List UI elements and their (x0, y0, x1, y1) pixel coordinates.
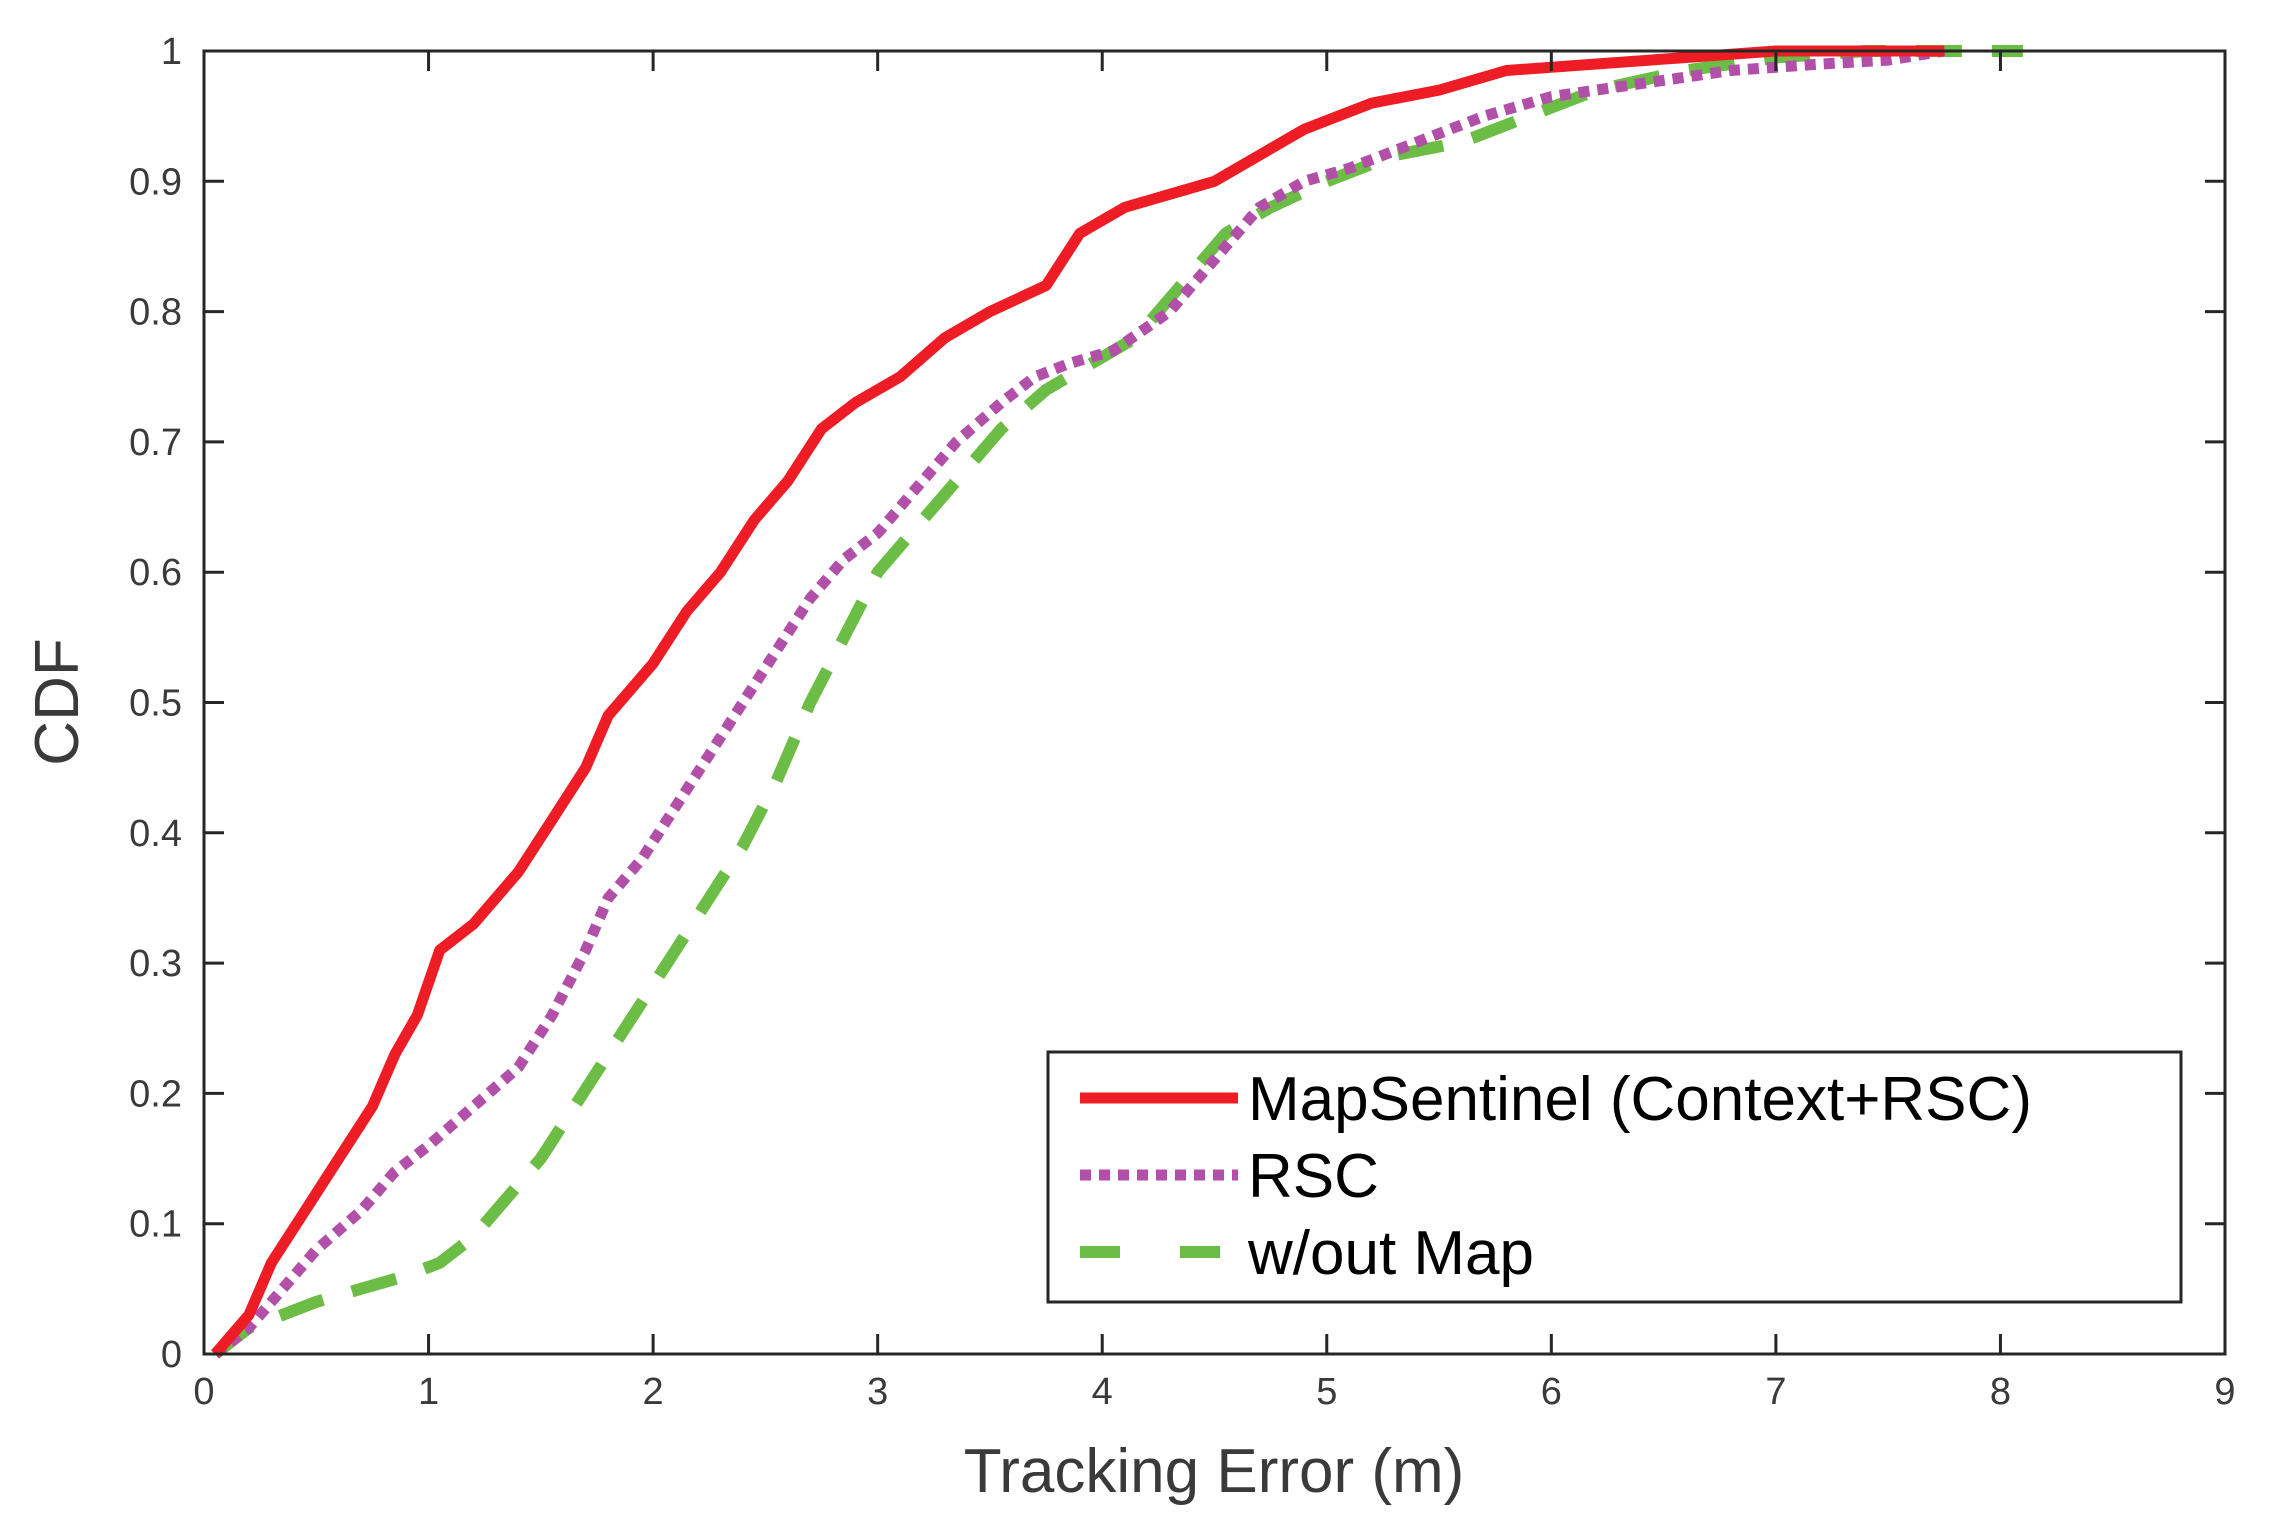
y-tick-label: 0.2 (129, 1073, 182, 1115)
x-tick-label: 5 (1316, 1371, 1337, 1413)
legend: MapSentinel (Context+RSC) RSC w/out Map (1046, 1050, 2183, 1304)
legend-label-mapsentinel: MapSentinel (Context+RSC) (1248, 1065, 2032, 1134)
x-tick-label: 6 (1541, 1371, 1562, 1413)
y-tick-label: 1 (161, 31, 182, 73)
x-tick-label: 1 (418, 1371, 439, 1413)
x-tick-label: 8 (1990, 1371, 2011, 1413)
y-tick-label: 0.3 (129, 943, 182, 985)
x-tick-label: 3 (867, 1371, 888, 1413)
x-tick-label: 9 (2214, 1371, 2235, 1413)
series-line-2 (211, 45, 2023, 1359)
y-tick-label: 0.9 (129, 161, 182, 203)
y-tick-label: 0 (161, 1334, 182, 1376)
y-tick-label: 0.6 (129, 552, 182, 594)
ticks-layer: 0 1 2 3 4 5 6 7 8 9 0 0.1 0.2 0.3 0.4 0.5 0.6 0.7 0.8 0.9 1 (129, 31, 2235, 1413)
y-tick-label: 0.1 (129, 1204, 182, 1246)
y-axis-title: CDF (23, 638, 92, 765)
x-tick-label: 7 (1765, 1371, 1786, 1413)
y-tick-label: 0.4 (129, 813, 182, 855)
y-tick-label: 0.7 (129, 422, 182, 464)
x-tick-label: 4 (1092, 1371, 1113, 1413)
legend-label-rsc: RSC (1248, 1142, 1379, 1211)
y-tick-label: 0.8 (129, 292, 182, 334)
series-line-1 (211, 45, 1946, 1359)
x-tick-label: 2 (643, 1371, 664, 1413)
series-line-0 (211, 45, 1945, 1358)
x-axis-title: Tracking Error (m) (964, 1437, 1465, 1506)
x-tick-label: 0 (193, 1371, 214, 1413)
legend-label-without-map: w/out Map (1247, 1219, 1534, 1288)
y-tick-label: 0.5 (129, 683, 182, 725)
series-layer (211, 45, 2023, 1359)
plot-frame (202, 49, 2227, 1356)
